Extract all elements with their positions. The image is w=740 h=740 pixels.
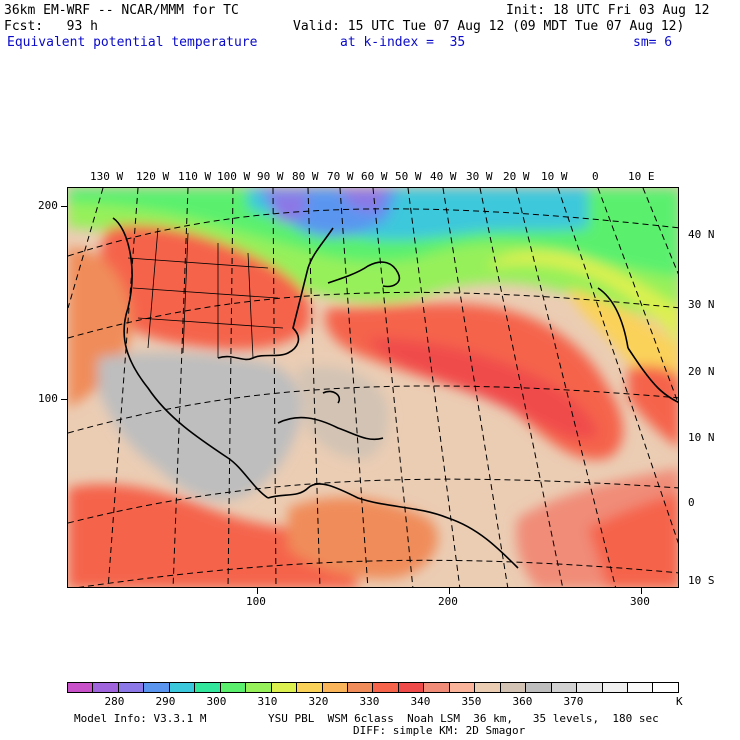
valid-time: Valid: 15 UTC Tue 07 Aug 12 (09 MDT Tue …	[293, 19, 685, 34]
lon-label: 90 W	[257, 170, 284, 183]
lon-label: 70 W	[327, 170, 354, 183]
init-time: Init: 18 UTC Fri 03 Aug 12	[506, 3, 710, 18]
lon-label: 20 W	[503, 170, 530, 183]
colorbar-swatch	[195, 683, 221, 692]
colorbar-swatch	[551, 683, 578, 692]
colorbar	[67, 682, 679, 693]
colorbar-label: 300	[206, 695, 227, 708]
model-title: 36km EM-WRF -- NCAR/MMM for TC	[4, 3, 239, 18]
colorbar-swatch	[347, 683, 374, 692]
colorbar-swatch	[602, 683, 628, 692]
colorbar-label: 340	[410, 695, 431, 708]
colorbar-swatch	[68, 683, 94, 692]
colorbar-unit: K	[676, 695, 683, 708]
grid-y-tick	[61, 399, 67, 400]
lon-label: 50 W	[395, 170, 422, 183]
grid-y-tick	[61, 206, 67, 207]
smoothing-info: sm= 6	[633, 35, 673, 50]
lon-label: 0	[592, 170, 599, 183]
colorbar-swatch	[627, 683, 654, 692]
theta-e-field	[68, 188, 678, 587]
colorbar-swatch	[500, 683, 527, 692]
colorbar-swatch	[653, 683, 678, 692]
grid-x-tick-label: 300	[630, 595, 650, 608]
lon-label: 120 W	[136, 170, 170, 183]
lon-label: 80 W	[292, 170, 319, 183]
colorbar-swatch	[220, 683, 247, 692]
physics-info: YSU PBL WSM 6class Noah LSM 36 km, 35 le…	[268, 712, 659, 725]
model-info: Model Info: V3.3.1 M	[74, 712, 207, 725]
lon-label: 110 W	[178, 170, 212, 183]
lat-label: 10 S	[688, 574, 715, 587]
colorbar-label: 310	[257, 695, 278, 708]
lat-label: 20 N	[688, 365, 715, 378]
colorbar-swatch	[449, 683, 476, 692]
state-borders	[127, 227, 284, 359]
colorbar-swatch	[475, 683, 501, 692]
lat-label: 10 N	[688, 431, 715, 444]
lon-label: 10 E	[628, 170, 655, 183]
lon-label: 100 W	[217, 170, 251, 183]
grid-x-tick	[641, 588, 642, 594]
colorbar-label: 280	[104, 695, 125, 708]
lon-label: 130 W	[90, 170, 124, 183]
colorbar-swatch	[373, 683, 399, 692]
colorbar-swatch	[526, 683, 552, 692]
colorbar-swatch	[246, 683, 272, 692]
graticule	[68, 188, 678, 587]
lat-label: 30 N	[688, 298, 715, 311]
colorbar-swatch	[118, 683, 145, 692]
colorbar-label: 370	[563, 695, 584, 708]
colorbar-swatch	[398, 683, 425, 692]
forecast-hour: Fcst: 93 h	[4, 19, 98, 34]
grid-x-tick	[449, 588, 450, 594]
level-info: at k-index = 35	[340, 35, 466, 50]
colorbar-label: 350	[461, 695, 482, 708]
colorbar-swatch	[297, 683, 323, 692]
grid-x-tick	[257, 588, 258, 594]
grid-x-tick-label: 100	[246, 595, 266, 608]
grid-y-tick-label: 200	[38, 199, 58, 212]
coastlines	[112, 217, 678, 569]
colorbar-label: 320	[308, 695, 329, 708]
grid-y-tick-label: 100	[38, 392, 58, 405]
lon-label: 30 W	[466, 170, 493, 183]
lon-label: 60 W	[361, 170, 388, 183]
colorbar-swatch	[577, 683, 603, 692]
lon-label: 40 W	[430, 170, 457, 183]
colorbar-swatch	[93, 683, 119, 692]
colorbar-label: 290	[155, 695, 176, 708]
map-panel	[67, 187, 679, 588]
colorbar-swatch	[271, 683, 298, 692]
colorbar-swatch	[169, 683, 196, 692]
diffusion-info: DIFF: simple KM: 2D Smagor	[353, 724, 526, 737]
lat-label: 40 N	[688, 228, 715, 241]
colorbar-label: 360	[512, 695, 533, 708]
colorbar-label: 330	[359, 695, 380, 708]
colorbar-swatch	[144, 683, 170, 692]
lat-label: 0	[688, 496, 695, 509]
colorbar-swatch	[424, 683, 450, 692]
lon-label: 10 W	[541, 170, 568, 183]
grid-x-tick-label: 200	[438, 595, 458, 608]
field-name: Equivalent potential temperature	[7, 35, 258, 50]
colorbar-swatch	[322, 683, 348, 692]
